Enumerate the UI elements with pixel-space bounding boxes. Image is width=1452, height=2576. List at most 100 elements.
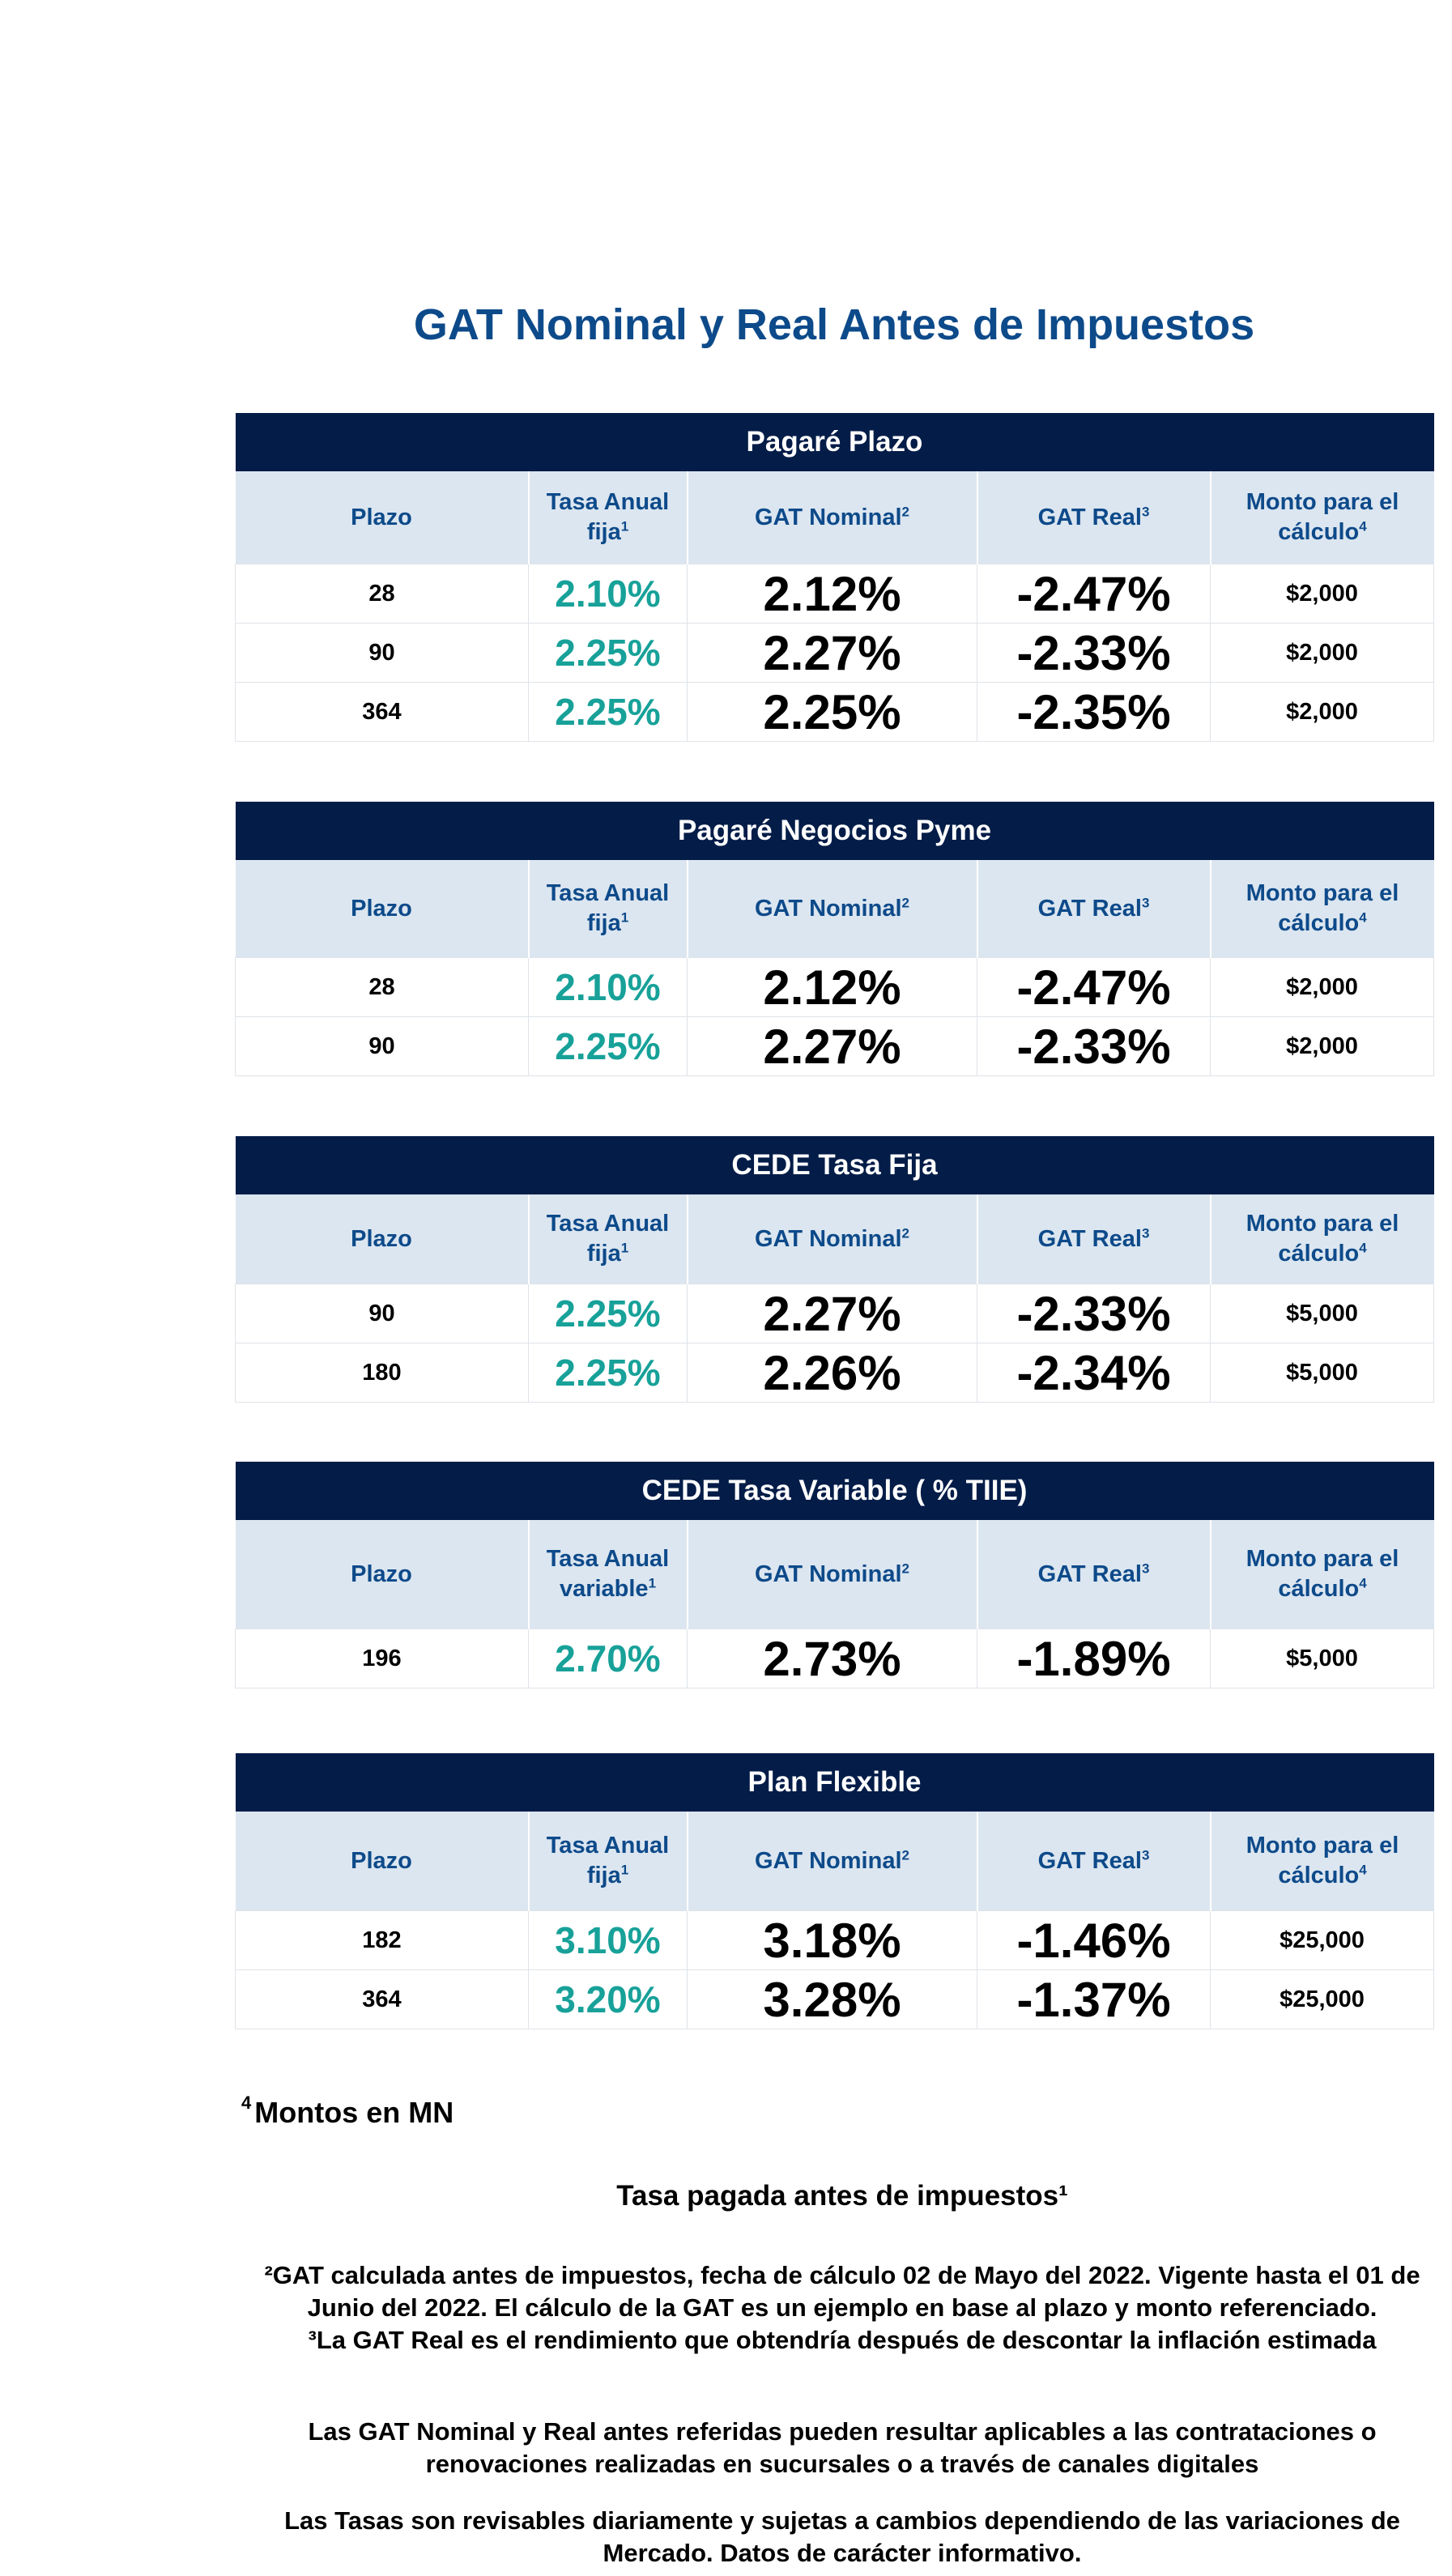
note-montos-sup: 4 <box>241 2093 252 2113</box>
cell-monto: $25,000 <box>1209 1910 1435 1970</box>
cell-plazo: 182 <box>235 1910 529 1970</box>
header-gat-real: GAT Real3 <box>976 1520 1211 1629</box>
cell-plazo: 364 <box>235 1969 529 2029</box>
note-gat-block: ²GAT calculada antes de impuestos, fecha… <box>235 2259 1450 2357</box>
header-monto: Monto para el cálculo4 <box>1209 1520 1434 1629</box>
header-monto: Monto para el cálculo4 <box>1209 471 1434 564</box>
rate-table-cede-tasa-fija: CEDE Tasa Fija Plazo Tasa Anual fija1 GA… <box>235 1136 1435 1403</box>
header-gat-nominal: GAT Nominal2 <box>686 1812 977 1911</box>
table-title: CEDE Tasa Variable ( % TIIE) <box>235 1462 1434 1520</box>
header-tasa: Tasa Anual fija1 <box>527 1194 688 1284</box>
table-title: Plan Flexible <box>235 1753 1434 1812</box>
table-row: 182 3.10% 3.18% -1.46% $25,000 <box>235 1910 1435 1970</box>
table-row: 90 2.25% 2.27% -2.33% $2,000 <box>235 623 1434 683</box>
table-row: 180 2.25% 2.26% -2.34% $5,000 <box>235 1343 1435 1403</box>
table-row: 90 2.25% 2.27% -2.33% $2,000 <box>235 1016 1435 1076</box>
cell-monto: $2,000 <box>1210 682 1434 742</box>
header-plazo: Plazo <box>235 1520 529 1629</box>
table-row: 364 2.25% 2.25% -2.35% $2,000 <box>235 682 1434 742</box>
cell-tasa: 2.25% <box>528 623 688 683</box>
cell-plazo: 90 <box>235 1284 529 1343</box>
header-plazo: Plazo <box>235 1194 529 1284</box>
cell-gat-real: -2.34% <box>977 1343 1211 1403</box>
cell-tasa: 3.20% <box>528 1969 688 2029</box>
cell-gat-nominal: 2.73% <box>687 1629 977 1688</box>
table-title: Pagaré Plazo <box>235 413 1434 471</box>
rate-table-cede-tasa-variable: CEDE Tasa Variable ( % TIIE) Plazo Tasa … <box>235 1462 1435 1688</box>
cell-monto: $5,000 <box>1209 1284 1435 1343</box>
cell-gat-nominal: 2.26% <box>687 1343 977 1403</box>
cell-monto: $2,000 <box>1209 1016 1435 1076</box>
cell-gat-real: -2.47% <box>977 957 1211 1017</box>
header-gat-real: GAT Real3 <box>976 860 1211 958</box>
header-tasa: Tasa Anual variable1 <box>527 1520 688 1629</box>
header-monto: Monto para el cálculo4 <box>1209 1194 1434 1284</box>
cell-tasa: 2.25% <box>528 1016 688 1076</box>
cell-monto: $5,000 <box>1209 1343 1435 1403</box>
cell-plazo: 180 <box>235 1343 529 1403</box>
cell-gat-nominal: 3.28% <box>687 1969 977 2029</box>
table-title: CEDE Tasa Fija <box>235 1136 1434 1194</box>
cell-plazo: 196 <box>235 1629 529 1688</box>
cell-gat-real: -2.33% <box>977 1284 1211 1343</box>
cell-tasa: 2.25% <box>528 1343 688 1403</box>
cell-gat-real: -1.46% <box>977 1910 1211 1970</box>
cell-plazo: 28 <box>235 564 529 624</box>
cell-tasa: 3.10% <box>528 1910 688 1970</box>
cell-tasa: 2.25% <box>528 682 688 742</box>
note-contrataciones: Las GAT Nominal y Real antes referidas p… <box>308 2417 1377 2478</box>
note-montos: 4 Montos en MN <box>241 2093 454 2130</box>
cell-tasa: 2.10% <box>528 564 688 624</box>
header-tasa: Tasa Anual fija1 <box>527 860 688 958</box>
header-gat-real: GAT Real3 <box>976 1194 1211 1284</box>
cell-gat-nominal: 2.12% <box>687 957 977 1017</box>
rate-table-pagare-negocios-pyme: Pagaré Negocios Pyme Plazo Tasa Anual fi… <box>235 802 1435 1076</box>
header-plazo: Plazo <box>235 1812 529 1911</box>
table-row: 28 2.10% 2.12% -2.47% $2,000 <box>235 957 1435 1017</box>
cell-gat-nominal: 2.27% <box>687 1016 977 1076</box>
header-gat-nominal: GAT Nominal2 <box>686 1520 977 1629</box>
cell-gat-nominal: 2.27% <box>687 1284 977 1343</box>
cell-gat-nominal: 2.27% <box>687 623 977 683</box>
cell-gat-nominal: 2.12% <box>687 564 977 624</box>
note-montos-text: Montos en MN <box>254 2096 454 2129</box>
cell-plazo: 90 <box>235 1016 529 1076</box>
cell-monto: $2,000 <box>1209 957 1435 1017</box>
table-row: 196 2.70% 2.73% -1.89% $5,000 <box>235 1629 1435 1688</box>
header-gat-nominal: GAT Nominal2 <box>686 471 977 564</box>
cell-gat-real: -1.37% <box>977 1969 1211 2029</box>
cell-gat-real: -2.35% <box>977 682 1211 742</box>
header-tasa: Tasa Anual fija1 <box>527 471 688 564</box>
table-row: 90 2.25% 2.27% -2.33% $5,000 <box>235 1284 1435 1343</box>
cell-gat-real: -2.33% <box>977 1016 1211 1076</box>
header-plazo: Plazo <box>235 860 529 958</box>
table-title: Pagaré Negocios Pyme <box>235 802 1434 860</box>
page-title: GAT Nominal y Real Antes de Impuestos <box>413 300 1255 349</box>
header-gat-nominal: GAT Nominal2 <box>686 860 977 958</box>
header-gat-real: GAT Real3 <box>976 1812 1211 1911</box>
cell-plazo: 90 <box>235 623 529 683</box>
cell-gat-real: -1.89% <box>977 1629 1211 1688</box>
cell-monto: $2,000 <box>1210 564 1434 624</box>
cell-monto: $25,000 <box>1209 1969 1435 2029</box>
note-revisables: Las Tasas son revisables diariamente y s… <box>284 2506 1400 2567</box>
header-tasa: Tasa Anual fija1 <box>527 1812 688 1911</box>
header-gat-real: GAT Real3 <box>976 471 1211 564</box>
rate-table-plan-flexible: Plan Flexible Plazo Tasa Anual fija1 GAT… <box>235 1753 1435 2029</box>
cell-gat-nominal: 2.25% <box>687 682 977 742</box>
rate-table-pagare-plazo: Pagaré Plazo Plazo Tasa Anual fija1 GAT … <box>235 413 1434 742</box>
cell-monto: $2,000 <box>1210 623 1434 683</box>
cell-plazo: 364 <box>235 682 529 742</box>
cell-tasa: 2.25% <box>528 1284 688 1343</box>
header-gat-nominal: GAT Nominal2 <box>686 1194 977 1284</box>
cell-tasa: 2.70% <box>528 1629 688 1688</box>
note-tasa-pagada: Tasa pagada antes de impuestos¹ <box>616 2180 1068 2212</box>
table-row: 28 2.10% 2.12% -2.47% $2,000 <box>235 564 1434 624</box>
header-monto: Monto para el cálculo4 <box>1209 1812 1434 1911</box>
cell-tasa: 2.10% <box>528 957 688 1017</box>
cell-plazo: 28 <box>235 957 529 1017</box>
cell-gat-real: -2.33% <box>977 623 1211 683</box>
table-row: 364 3.20% 3.28% -1.37% $25,000 <box>235 1969 1435 2029</box>
cell-gat-real: -2.47% <box>977 564 1211 624</box>
header-plazo: Plazo <box>235 471 529 564</box>
